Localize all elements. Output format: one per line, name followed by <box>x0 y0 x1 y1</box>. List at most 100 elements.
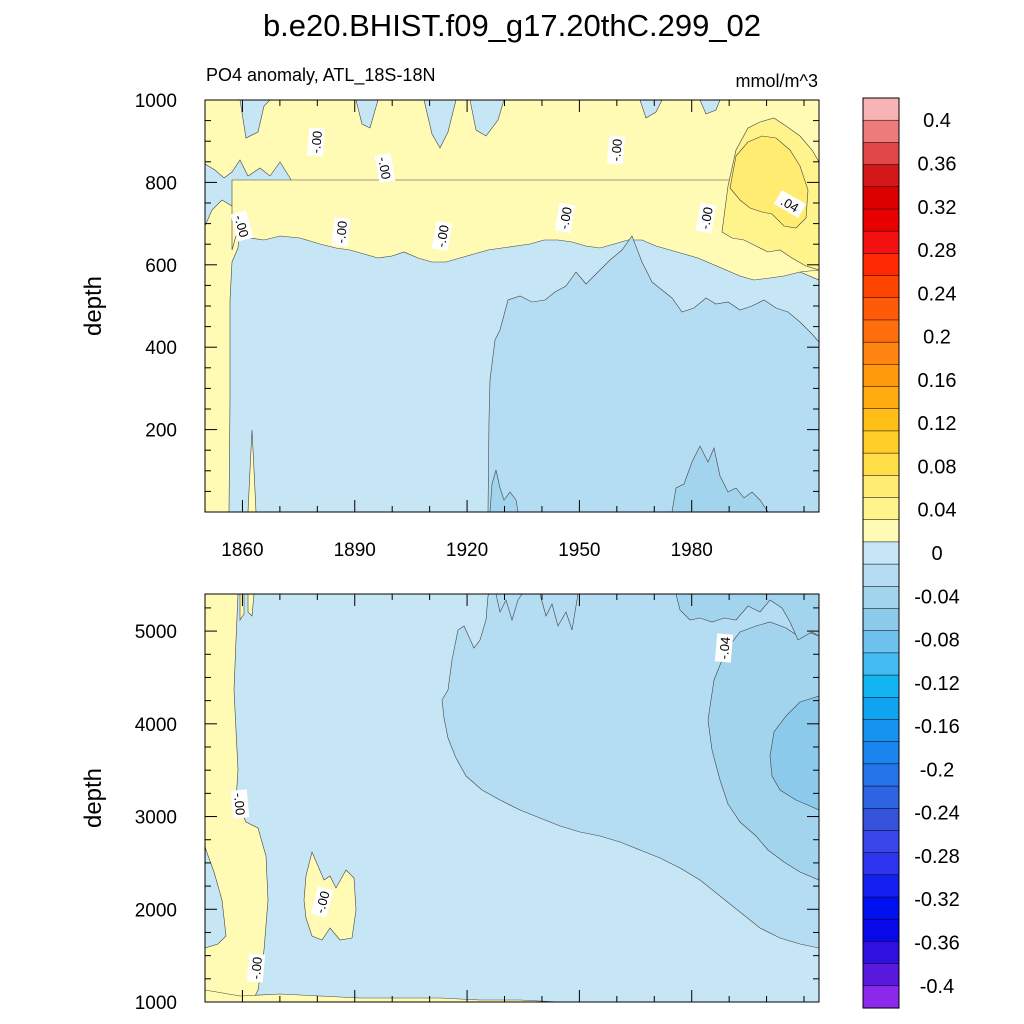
lower-fill-pos-bottom <box>205 989 561 1002</box>
colorbar-swatch <box>862 652 900 676</box>
colorbar-label: 0.32 <box>918 197 957 219</box>
upper-fill-pos-strip <box>205 199 241 512</box>
lower-panel: -.00 -.00 -.00 -.04 1000 2000 3000 4000 5000… <box>80 593 820 1014</box>
colorbar-swatch <box>862 186 900 210</box>
colorbar-swatch <box>862 208 900 232</box>
upper-right-label: mmol/m^3 <box>736 71 818 91</box>
colorbar-swatch <box>862 630 900 654</box>
upper-fill-pos-spike <box>247 429 257 512</box>
contour-label: -.00 <box>697 206 716 231</box>
colorbar-label: -0.2 <box>920 759 954 781</box>
lower-axes: 1000 2000 3000 4000 5000 <box>135 594 819 1014</box>
colorbar-label: -0.12 <box>914 673 960 695</box>
lower-fill-neg-0.06 <box>769 695 819 811</box>
colorbar-label: 0.04 <box>918 500 957 522</box>
contour-label: -.00 <box>608 138 625 162</box>
y-tick-label: 400 <box>145 338 177 359</box>
contour-label: -.00 <box>312 889 332 915</box>
colorbar-swatch <box>862 896 900 920</box>
colorbar-label: 0.24 <box>918 283 957 305</box>
upper-fill-neg-patches <box>239 100 721 149</box>
colorbar-swatch <box>862 985 900 1009</box>
upper-panel: PO4 anomaly, ATL_18S-18N mmol/m^3 -.00 -… <box>80 65 820 561</box>
colorbar-swatch <box>862 319 900 343</box>
colorbar-label: -0.28 <box>914 846 960 868</box>
colorbar-swatch <box>862 119 900 143</box>
colorbar-swatch <box>862 164 900 188</box>
colorbar-swatch <box>862 963 900 987</box>
lower-contour-labels: -.00 -.00 -.00 -.04 <box>230 633 734 983</box>
y-tick-label: 3000 <box>135 808 177 829</box>
colorbar-swatch <box>862 918 900 942</box>
x-tick-label: 1950 <box>558 540 600 561</box>
colorbar-swatch <box>862 852 900 876</box>
colorbar-swatch <box>862 763 900 787</box>
x-tick-label: 1890 <box>334 540 376 561</box>
colorbar-swatch <box>862 563 900 587</box>
colorbar-swatch <box>862 807 900 831</box>
colorbar-swatch <box>862 674 900 698</box>
y-tick-label: 200 <box>145 421 177 442</box>
colorbar-swatch <box>862 386 900 410</box>
lower-y-axis-title: depth <box>80 768 107 828</box>
colorbar-label: -0.16 <box>914 716 960 738</box>
colorbar-label: 0.08 <box>918 456 957 478</box>
colorbar-swatch <box>862 297 900 321</box>
colorbar: 0.4 0.36 0.32 0.28 0.24 0.2 0.16 0.12 0.08 0.04 0 -… <box>862 97 960 1009</box>
contour-label: -.00 <box>375 156 394 181</box>
contour-label: -.00 <box>248 956 265 980</box>
colorbar-swatch <box>862 230 900 254</box>
colorbar-swatch <box>862 364 900 388</box>
colorbar-swatch <box>862 697 900 721</box>
colorbar-swatch <box>862 874 900 898</box>
lower-fill-pos-strip <box>205 594 269 1002</box>
colorbar-swatch <box>862 253 900 277</box>
colorbar-swatch <box>862 785 900 809</box>
colorbar-swatch <box>862 741 900 765</box>
colorbar-swatch <box>862 719 900 743</box>
upper-left-label: PO4 anomaly, ATL_18S-18N <box>206 65 435 86</box>
contour-label: -.00 <box>556 206 575 231</box>
colorbar-swatch <box>862 275 900 299</box>
upper-contour-fills <box>205 100 819 512</box>
y-tick-label: 1000 <box>135 91 177 112</box>
colorbar-label: 0.2 <box>923 327 951 349</box>
colorbar-swatch <box>862 830 900 854</box>
colorbar-swatch <box>862 608 900 632</box>
upper-fill-neg-0.02 <box>487 235 819 512</box>
colorbar-label: 0.36 <box>918 153 957 175</box>
contour-label: -.00 <box>333 220 350 244</box>
colorbar-swatch <box>862 519 900 543</box>
y-tick-label: 4000 <box>135 715 177 736</box>
upper-y-axis-title: depth <box>80 276 107 336</box>
contour-label: -.00 <box>308 130 325 154</box>
y-tick-label: 600 <box>145 256 177 277</box>
colorbar-label: -0.04 <box>914 586 960 608</box>
colorbar-label: -0.4 <box>920 976 954 998</box>
colorbar-frame <box>862 97 900 1009</box>
contour-label: -.00 <box>433 224 452 249</box>
upper-contour-labels: -.00 -.00 -.00 -.00 -.00 -.00 -.00 -.00 … <box>230 127 807 252</box>
x-tick-label: 1860 <box>221 540 263 561</box>
contour-label: -.00 <box>231 213 251 239</box>
colorbar-swatch <box>862 541 900 565</box>
y-tick-label: 1000 <box>135 993 177 1014</box>
colorbar-swatch <box>862 430 900 454</box>
lower-contour-fills <box>205 594 819 1002</box>
colorbar-label: -0.08 <box>914 630 960 652</box>
x-tick-label: 1920 <box>446 540 488 561</box>
colorbar-label: -0.32 <box>914 889 960 911</box>
colorbar-swatch <box>862 475 900 499</box>
lower-plot-frame <box>204 593 820 1003</box>
upper-fill-neg-0.04-b <box>671 445 769 512</box>
colorbar-swatch <box>862 586 900 610</box>
contour-label: -.00 <box>231 792 248 816</box>
contour-label: -.04 <box>716 636 733 660</box>
upper-axes: 1860 1890 1920 1950 1980 200 400 600 800 1000 <box>135 91 819 561</box>
upper-fill-neg-0.04-a <box>489 469 519 512</box>
colorbar-swatch <box>862 97 900 121</box>
colorbar-swatch <box>862 452 900 476</box>
colorbar-label: 0 <box>931 543 942 565</box>
colorbar-label: 0.4 <box>923 110 951 132</box>
